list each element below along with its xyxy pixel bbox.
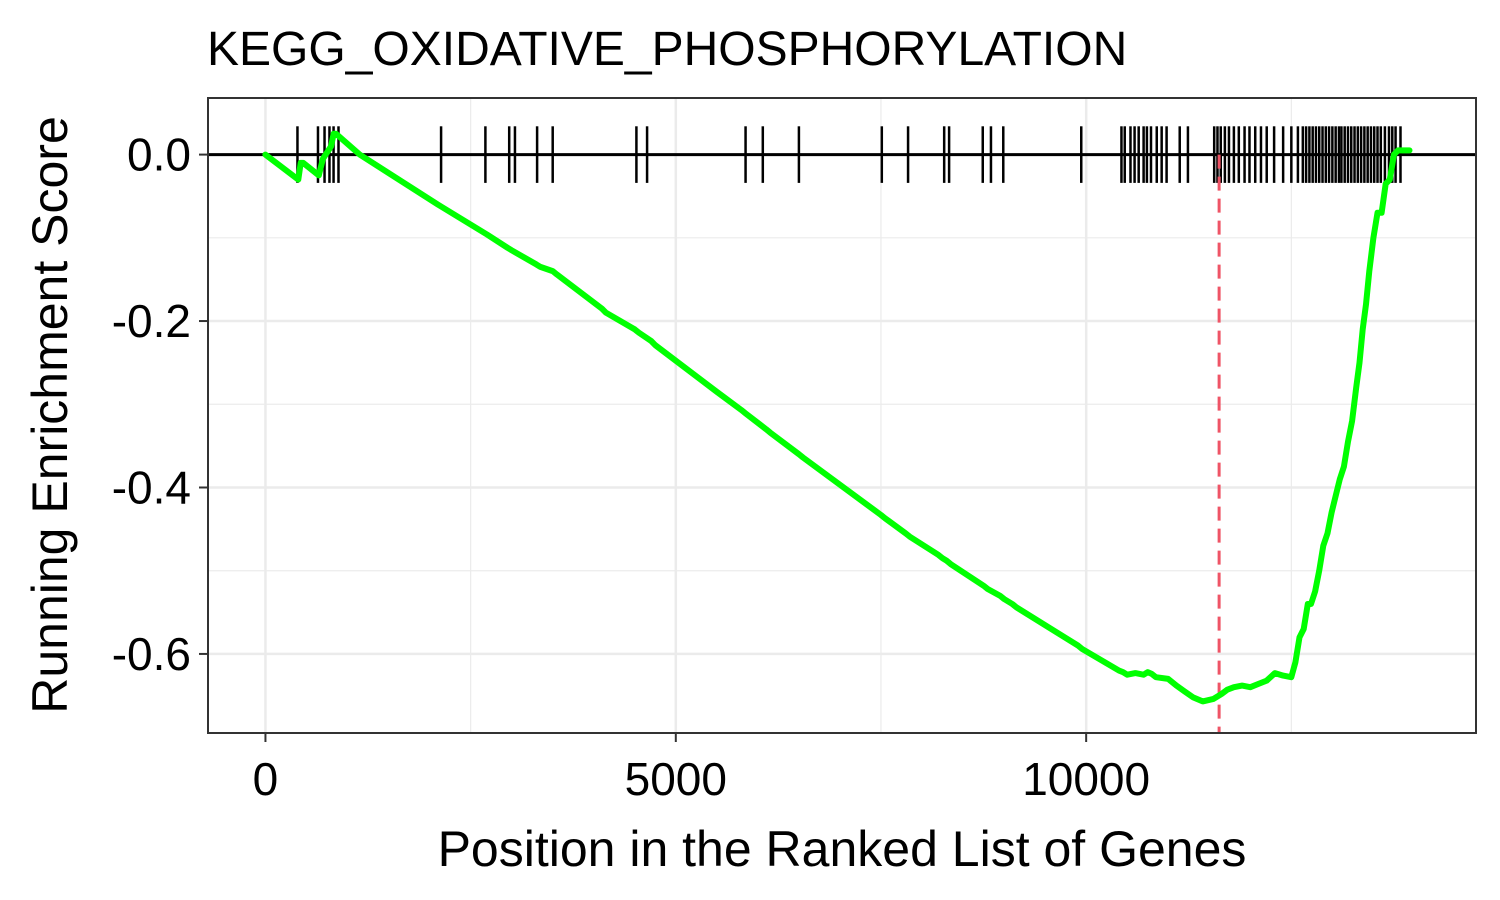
x-axis-label: Position in the Ranked List of Genes	[438, 821, 1247, 877]
plot-panel-border	[207, 97, 1477, 734]
y-tick-label: -0.4	[112, 461, 191, 513]
x-tick-label: 0	[253, 753, 279, 805]
y-tick-label: -0.2	[112, 295, 191, 347]
enrichment-score-curve	[262, 130, 1413, 705]
y-tick-label: 0.0	[127, 129, 191, 181]
x-axis-ticks: 0 5000 10000	[253, 733, 1150, 805]
y-axis-label: Running Enrichment Score	[22, 116, 78, 714]
x-tick-label: 10000	[1022, 753, 1150, 805]
y-axis-ticks: 0.0 -0.2 -0.4 -0.6	[112, 129, 208, 680]
y-tick-label: -0.6	[112, 628, 191, 680]
plot-panel-background	[208, 98, 1476, 733]
chart-title: KEGG_OXIDATIVE_PHOSPHORYLATION	[207, 23, 1127, 76]
x-tick-label: 5000	[625, 753, 727, 805]
